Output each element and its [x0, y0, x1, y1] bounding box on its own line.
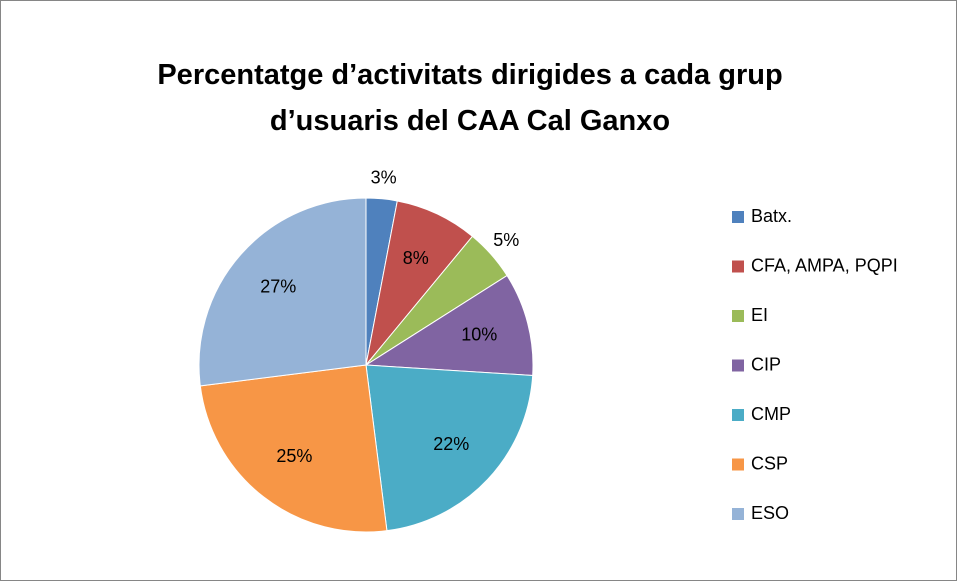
- data-label: 25%: [276, 446, 312, 466]
- legend-swatch: [732, 458, 744, 471]
- legend-swatch: [732, 359, 744, 372]
- data-label: 3%: [371, 168, 397, 188]
- data-label: 27%: [260, 276, 296, 296]
- pie-slice: [364, 274, 534, 377]
- pie-slice: [198, 197, 367, 387]
- data-label: 10%: [461, 325, 497, 345]
- data-label: 5%: [493, 230, 519, 250]
- legend-label: CIP: [751, 354, 781, 374]
- legend-swatch: [732, 211, 744, 223]
- legend-swatch: [732, 260, 744, 273]
- data-label: 22%: [433, 434, 469, 454]
- data-label: 8%: [403, 248, 429, 268]
- pie-slice: [365, 364, 534, 532]
- pie-slice: [199, 364, 388, 533]
- chart-title: Percentatge d’activitats dirigides a cad…: [157, 59, 783, 137]
- legend-swatch: [732, 508, 744, 520]
- legend-label: CFA, AMPA, PQPI: [751, 255, 898, 275]
- legend-label: ESO: [751, 503, 789, 523]
- legend-label: Batx.: [751, 206, 792, 226]
- legend-swatch: [732, 310, 744, 322]
- legend-swatch: [732, 409, 744, 421]
- legend-label: EI: [751, 305, 768, 325]
- legend-label: CMP: [751, 404, 791, 424]
- legend-label: CSP: [751, 453, 788, 473]
